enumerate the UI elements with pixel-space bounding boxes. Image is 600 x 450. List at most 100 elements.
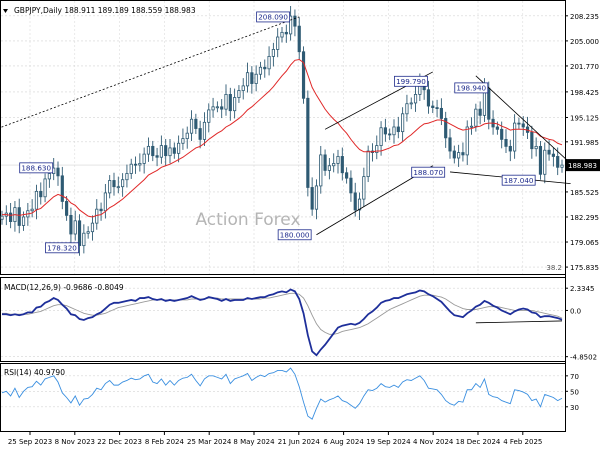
candle-body [401,113,405,133]
macd-title: MACD(12,26,9) -0.9686 -0.8049 [4,283,124,292]
candle-body [146,145,151,155]
candle-body [185,132,189,140]
candle-body [465,126,469,156]
date-tick-label: 25 Mar 2024 [187,438,232,446]
current-price-label: 188.983 [568,162,597,170]
candle-body [263,66,267,70]
date-tick-label: 6 Aug 2024 [323,438,364,446]
candle-body [327,165,331,171]
candle-body [198,128,202,140]
macd-tick-label: 2.3345 [570,285,595,293]
price-annotation-label: 180.000 [280,231,310,240]
candle-body [224,94,228,110]
candle-body [332,163,336,167]
candle-body [34,190,39,210]
candle-body [478,108,482,116]
price-annotation-label: 198.940 [456,84,486,93]
candle-body [306,97,310,188]
candle-body [211,106,215,111]
fib-level-label: 38.2 [546,264,562,272]
candle-body [233,97,237,112]
candle-body [155,155,159,158]
candle-body [121,179,125,188]
candle-body [284,31,288,35]
rsi-tick-label: 70 [570,373,579,381]
price-annotation-box [45,242,79,254]
rsi-panel: 70 50 30 [1,367,579,420]
date-tick-label: 19 Sep 2024 [366,438,411,446]
price-tick-label: 198.425 [570,89,599,97]
candle-body [73,220,77,235]
candle-body [21,216,26,226]
macd-trendline [475,320,563,324]
date-tick-label: 22 Dec 2023 [97,438,142,446]
candle-body [129,163,133,174]
date-tick-label: 8 Feb 2024 [145,438,185,446]
candle-body [375,145,379,153]
price-tick-label: 182.295 [570,214,599,222]
candle-body [172,147,176,154]
candle-body [60,175,64,202]
current-price-box [566,159,600,172]
price-annotations: 208.090 188.630 178.320 180.000 199.790 198.9… [19,11,536,254]
price-annotation-label: 187.040 [504,176,534,185]
candle-body [151,145,155,157]
candle-body [426,89,431,107]
candle-body [474,108,478,127]
candle-body [194,118,198,129]
candle-body [504,138,508,147]
trendline [475,75,571,164]
candle-body [77,220,82,247]
candle-body [237,90,241,98]
candle-body [534,145,538,150]
macd-tick-label: -4.8502 [570,354,597,362]
price-tick-label: 205.000 [570,38,599,46]
rsi-tick-label: 30 [570,404,579,412]
candle-body [159,145,163,158]
price-annotation-box [501,174,536,186]
candle-body [409,102,413,105]
collapse-arrow-icon[interactable] [3,9,8,13]
candle-body [469,125,474,128]
candle-body [125,173,129,181]
candle-body [112,180,116,188]
candle-body [319,154,323,187]
watermark: Action Forex [195,210,300,230]
candle-body [168,147,172,157]
candle-body [293,15,297,27]
candle-body [271,49,275,57]
candle-body [138,163,142,166]
candle-body [435,107,439,109]
price-annotation-label: 199.790 [396,77,426,86]
candle-body [530,132,534,150]
trendlines [0,16,571,236]
candle-body [17,207,21,226]
candle-body [551,153,555,157]
price-annotation-box [277,229,312,241]
date-tick-label: 8 Nov 2023 [55,438,95,446]
candle-body [99,208,103,212]
symbol-title: GBPJPY,Daily 188.911 189.189 188.559 188… [14,6,196,15]
price-tick-label: 191.985 [570,139,599,147]
candle-body [9,212,13,222]
candle-body [560,164,564,168]
price-tick-label: 185.525 [570,189,599,197]
date-tick-label: 21 Jun 2024 [278,438,321,446]
candle-body [353,192,357,211]
candle-body [500,128,504,140]
rsi-tick-label: 50 [570,388,579,396]
candle-body [189,118,194,134]
macd-line [2,288,563,357]
price-tick-label: 201.770 [570,63,599,71]
price-tick-label: 195.125 [570,114,599,122]
price-annotation-box [394,75,428,87]
candle-body [448,137,452,152]
candle-body [177,142,181,154]
trendline [0,16,300,129]
candle-body [267,56,271,70]
candle-body [413,94,418,104]
candle-body [30,208,34,212]
candle-body [280,31,284,38]
candle-body [383,127,387,135]
